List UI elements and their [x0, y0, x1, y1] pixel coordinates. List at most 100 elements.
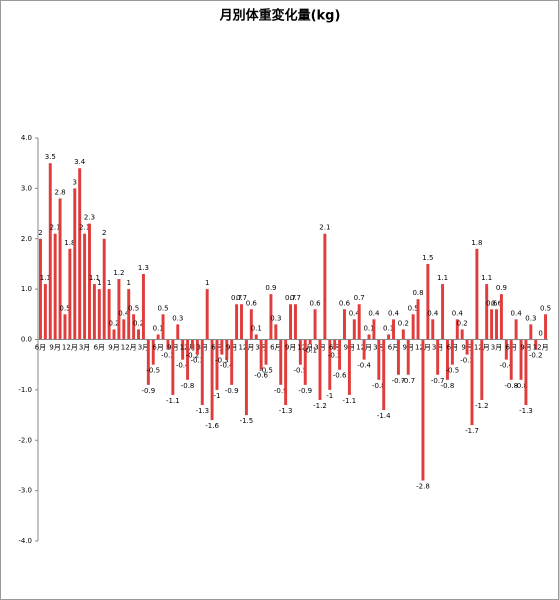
bar — [367, 334, 371, 340]
data-label: -0.8 — [514, 382, 528, 390]
bar — [436, 339, 440, 375]
bar — [176, 324, 180, 340]
data-label: -1 — [326, 392, 333, 400]
data-label: -1.6 — [205, 422, 219, 430]
data-label: -0.8 — [181, 382, 195, 390]
data-label: 0.4 — [427, 309, 439, 317]
x-tick-label: 6月 — [35, 344, 46, 352]
data-label: 0.7 — [236, 294, 247, 302]
bar — [313, 309, 317, 340]
bar — [220, 339, 224, 355]
bar — [529, 324, 533, 340]
data-label: -1 — [213, 392, 220, 400]
data-label: 3 — [73, 178, 77, 186]
data-label: -0.5 — [446, 367, 460, 375]
data-label: -0.7 — [392, 377, 406, 385]
bar — [225, 339, 229, 360]
y-tick-label: -3.0 — [18, 487, 32, 495]
bar — [318, 339, 322, 400]
bar — [519, 339, 523, 380]
bar — [372, 319, 376, 340]
data-label: 1 — [97, 279, 101, 287]
data-label: -0.3 — [215, 357, 229, 365]
data-label: 0.5 — [157, 304, 168, 312]
y-tick-label: -1.0 — [18, 386, 32, 394]
data-label: -1.3 — [279, 407, 293, 415]
data-label: 0.6 — [339, 299, 351, 307]
data-label: 1.1 — [437, 274, 448, 282]
data-label: 0.4 — [511, 309, 523, 317]
data-label: 1.1 — [481, 274, 492, 282]
bar — [122, 319, 126, 340]
data-label: 0.5 — [128, 304, 139, 312]
data-label: 1.5 — [422, 254, 433, 262]
bar — [499, 294, 503, 340]
y-tick-label: -4.0 — [18, 537, 32, 545]
bar — [73, 188, 77, 340]
data-label: -0.9 — [225, 387, 239, 395]
data-label: 0.4 — [452, 309, 464, 317]
y-tick-label: 1.0 — [21, 285, 32, 293]
bar — [333, 339, 337, 350]
bar — [352, 319, 356, 340]
bar — [421, 339, 425, 481]
data-label: 0.2 — [108, 319, 119, 327]
data-label: 2.1 — [319, 224, 330, 232]
bar — [63, 314, 67, 340]
data-label: -0.6 — [254, 372, 268, 380]
bar — [132, 314, 136, 340]
bar — [362, 339, 366, 360]
data-label: -0.9 — [298, 387, 312, 395]
bar — [112, 329, 116, 340]
bar — [264, 339, 268, 365]
data-label: 0.6 — [491, 299, 503, 307]
bar — [53, 233, 57, 340]
bar — [146, 339, 150, 385]
bar — [269, 294, 273, 340]
bar — [254, 334, 258, 340]
x-tick-label: 9月 — [49, 344, 60, 352]
data-label: 0.7 — [354, 294, 365, 302]
data-label: -1.4 — [377, 412, 391, 420]
y-tick-label: -2.0 — [18, 436, 32, 444]
data-label: 0.7 — [290, 294, 301, 302]
bar — [38, 238, 42, 340]
bar — [431, 319, 435, 340]
data-label: 0.1 — [363, 324, 374, 332]
x-tick-label: 9月 — [108, 344, 119, 352]
data-label: 0.6 — [486, 299, 498, 307]
data-label: -0.8 — [372, 382, 386, 390]
bar — [377, 339, 381, 380]
bar — [127, 289, 131, 340]
bar — [43, 284, 47, 340]
bar — [151, 339, 155, 365]
data-label: -0.4 — [357, 362, 371, 370]
data-label: -1.3 — [519, 407, 533, 415]
data-label: -2.8 — [416, 483, 430, 491]
data-label: -1.1 — [166, 397, 180, 405]
x-tick-label: 12月 — [533, 344, 549, 352]
bar — [97, 289, 101, 340]
x-tick-label: 3月 — [491, 344, 502, 352]
data-label: 1 — [205, 279, 209, 287]
bar — [401, 329, 405, 340]
bar — [181, 339, 185, 360]
data-label: -1.3 — [195, 407, 209, 415]
bar — [78, 168, 82, 340]
bar — [470, 339, 474, 426]
bar — [235, 304, 239, 340]
data-label: -0.1 — [303, 347, 317, 355]
data-label: -1.2 — [475, 402, 489, 410]
data-label: 0.4 — [118, 309, 130, 317]
bar — [343, 309, 346, 340]
bar — [274, 324, 278, 340]
bar — [230, 339, 234, 385]
data-label: -0.4 — [499, 362, 513, 370]
data-label: -0.6 — [333, 372, 347, 380]
bar — [455, 319, 459, 340]
data-label: -0.2 — [186, 352, 200, 360]
bar — [509, 339, 513, 380]
data-label: -0.9 — [274, 387, 288, 395]
bar — [480, 339, 484, 400]
bar — [338, 339, 342, 370]
